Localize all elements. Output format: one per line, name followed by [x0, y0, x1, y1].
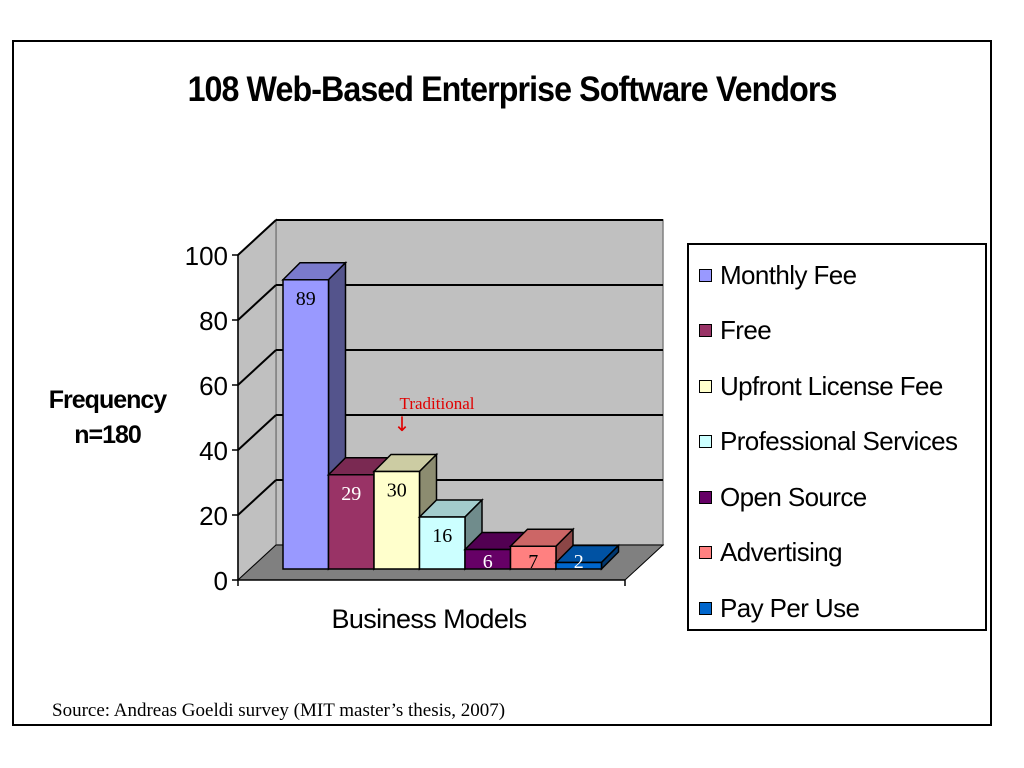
bar [373, 470, 421, 570]
bar [327, 474, 375, 570]
legend-swatch [699, 546, 712, 559]
y-tick-label: 40 [199, 436, 228, 466]
legend-label: Monthly Fee [720, 259, 857, 290]
gridline-side [237, 479, 277, 516]
legend-item: Pay Per Use [699, 592, 860, 623]
chart-legend: Monthly Fee Free Upfront License Fee Profes… [687, 243, 987, 631]
legend-item: Professional Services [699, 426, 958, 457]
y-tick-label: 100 [185, 241, 228, 271]
y-axis-label: Frequency n=180 [40, 383, 175, 453]
bar [418, 516, 466, 570]
bar [509, 545, 557, 570]
data-label: 2 [574, 551, 584, 573]
legend-swatch [699, 435, 712, 448]
bar [555, 561, 603, 570]
legend-swatch [699, 379, 712, 393]
legend-item: Upfront License Fee [699, 371, 943, 401]
data-label: 7 [528, 551, 538, 573]
y-axis-label-line-1: Frequency [48, 386, 167, 414]
annotation-arrow: ↓ [394, 412, 411, 436]
source-note: Source: Andreas Goeldi survey (MIT maste… [52, 700, 506, 721]
gridline-side [237, 349, 277, 386]
legend-swatch [699, 268, 712, 282]
y-tick-label: 60 [199, 371, 228, 401]
legend-item: Advertising [699, 537, 843, 568]
legend-item: Monthly Fee [699, 259, 857, 290]
data-label: 30 [387, 480, 407, 502]
legend-label: Professional Services [720, 426, 958, 456]
legend-label: Pay Per Use [720, 592, 860, 623]
gridline-side [237, 219, 277, 256]
data-label: 16 [432, 525, 452, 547]
data-label: 29 [341, 483, 361, 505]
legend-label: Open Source [720, 481, 867, 512]
legend-label: Upfront License Fee [720, 370, 943, 401]
legend-item: Open Source [699, 482, 867, 512]
legend-label: Advertising [720, 537, 843, 567]
y-tick-label: 80 [199, 306, 228, 336]
data-label: 6 [483, 551, 493, 573]
legend-swatch [699, 324, 712, 337]
y-axis-label-line-2: n=180 [74, 421, 142, 449]
legend-item: Free [699, 315, 772, 346]
annotation-text: Traditional [400, 394, 475, 413]
plot-side-wall [237, 218, 277, 582]
bar [282, 279, 330, 570]
y-tick-label: 0 [214, 566, 228, 596]
gridline-side [237, 284, 277, 321]
gridline-side [237, 414, 277, 451]
data-label: 89 [296, 288, 316, 310]
chart-title: 108 Web-Based Enterprise Software Vendor… [187, 70, 838, 109]
legend-swatch [699, 601, 712, 615]
legend-label: Free [720, 315, 772, 345]
x-axis-label: Business Models [331, 604, 526, 634]
y-tick-label: 20 [199, 501, 228, 531]
legend-swatch [699, 490, 712, 504]
